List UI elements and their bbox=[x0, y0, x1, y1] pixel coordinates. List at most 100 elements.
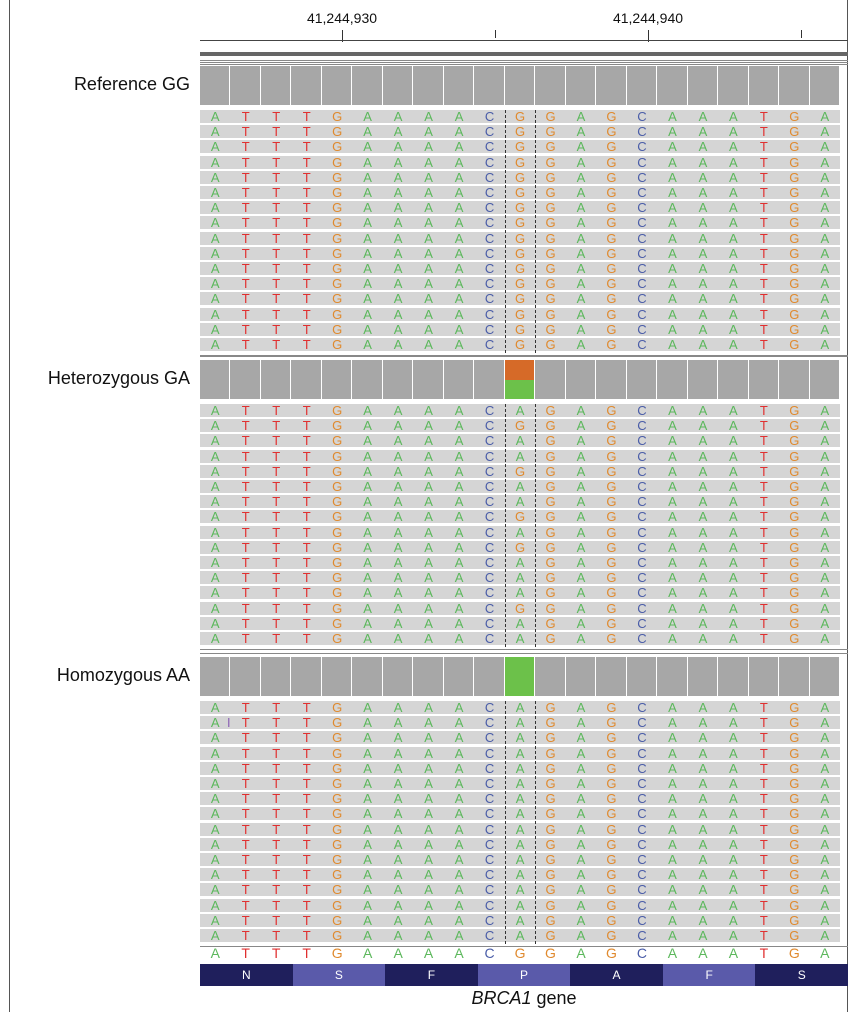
base-letter: C bbox=[484, 539, 495, 555]
base-letter: A bbox=[668, 852, 677, 867]
base-letter: T bbox=[272, 806, 281, 822]
base-letter: T bbox=[241, 760, 250, 776]
insertion-marker-icon[interactable]: I bbox=[227, 716, 231, 731]
base-letter: A bbox=[424, 109, 433, 124]
base-letter: A bbox=[210, 882, 220, 898]
base-letter: A bbox=[515, 615, 525, 631]
base-letter: A bbox=[454, 600, 464, 616]
amino-acid-cell[interactable]: F bbox=[662, 964, 756, 986]
base-letter: A bbox=[210, 928, 220, 943]
base-letter: A bbox=[363, 928, 372, 943]
base-letter: A bbox=[454, 276, 464, 292]
amino-acid-cell[interactable]: S bbox=[292, 964, 386, 986]
base-letter: A bbox=[698, 433, 708, 449]
base-letter: A bbox=[576, 615, 586, 631]
base-letter: T bbox=[272, 109, 281, 124]
base-letter: T bbox=[302, 494, 311, 510]
base-letter: A bbox=[729, 494, 738, 510]
base-letter: A bbox=[729, 124, 738, 140]
base-letter: A bbox=[393, 418, 403, 434]
base-letter: T bbox=[302, 600, 311, 616]
coverage-bar bbox=[321, 360, 353, 399]
base-letter: G bbox=[545, 836, 556, 852]
amino-acid-cell[interactable]: F bbox=[385, 964, 478, 986]
base-letter: T bbox=[272, 882, 281, 898]
base-letter: G bbox=[545, 585, 556, 601]
base-letter: G bbox=[545, 230, 556, 246]
amino-acid-cell[interactable]: A bbox=[570, 964, 663, 986]
base-letter: G bbox=[545, 463, 556, 479]
base-letter: C bbox=[484, 154, 495, 170]
base-letter: A bbox=[363, 897, 372, 913]
base-letter: A bbox=[576, 539, 586, 555]
amino-acid-cell[interactable]: S bbox=[755, 964, 848, 986]
base-letter: T bbox=[272, 555, 281, 570]
base-letter: A bbox=[729, 337, 738, 352]
base-letter: C bbox=[484, 928, 495, 943]
amino-acid-cell[interactable]: N bbox=[200, 964, 293, 986]
base-letter: T bbox=[302, 479, 311, 494]
base-letter: G bbox=[545, 867, 556, 883]
base-letter: A bbox=[668, 776, 677, 791]
base-letter: T bbox=[241, 928, 250, 943]
coverage-bar bbox=[443, 360, 475, 399]
base-letter: A bbox=[210, 745, 220, 761]
amino-acid-cell[interactable]: P bbox=[477, 964, 571, 986]
base-letter: G bbox=[789, 730, 800, 746]
base-letter: G bbox=[332, 882, 343, 898]
base-letter: A bbox=[454, 403, 464, 418]
base-letter: G bbox=[545, 806, 556, 822]
base-letter: T bbox=[241, 154, 250, 170]
base-letter: G bbox=[789, 882, 800, 898]
base-letter: T bbox=[272, 745, 281, 761]
